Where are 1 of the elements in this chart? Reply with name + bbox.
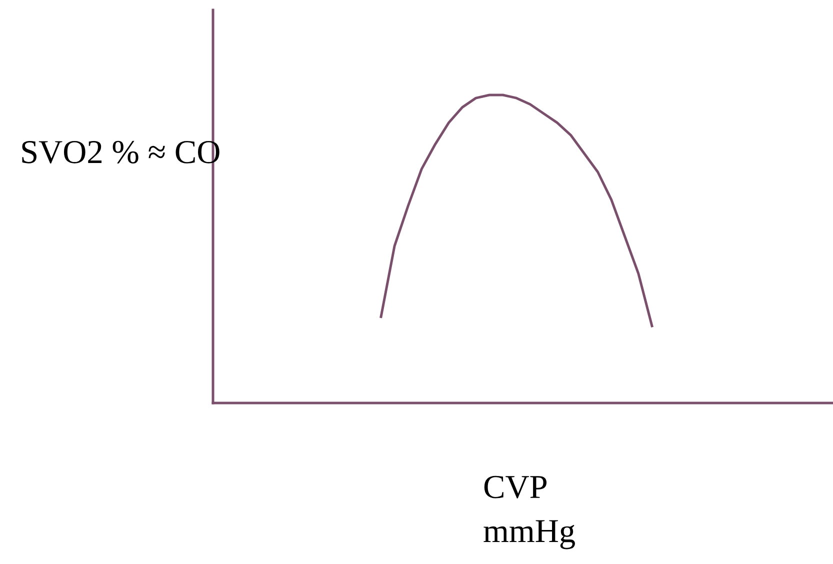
x-axis-title: CVP mmHg [484, 476, 575, 550]
